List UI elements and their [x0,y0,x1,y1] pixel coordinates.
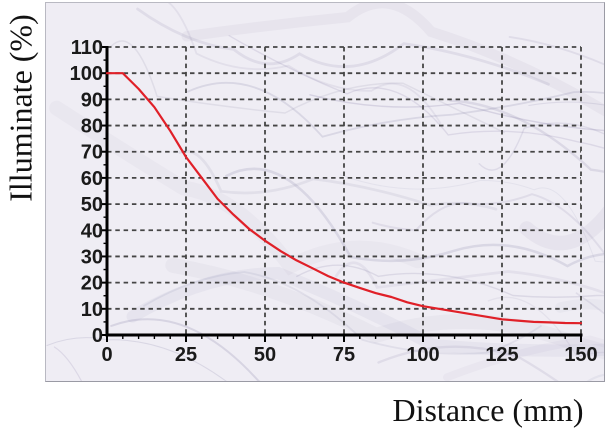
chart-panel: 0 10 20 30 40 50 60 70 80 90 100 110 0 25 50 75 100 125 15… [45,2,605,382]
x-tick-label: 25 [175,344,197,366]
marble-texture [46,3,604,381]
y-tick-label: 60 [81,168,103,190]
illuminate-curve [105,72,583,325]
x-tick-label: 0 [101,344,112,366]
x-axis-title: Distance (mm) [392,392,584,428]
y-tick-label: 20 [81,273,103,295]
x-tick-label: 150 [564,344,597,366]
x-tick-label: 75 [333,344,355,366]
y-tick-label: 110 [71,37,103,59]
x-tick-label: 100 [406,344,439,366]
y-tick-label: 30 [81,246,103,268]
y-tick-label: 80 [81,116,103,138]
y-tick-label: 40 [81,220,103,242]
y-tick-label: 70 [81,142,103,164]
y-tick-label: 10 [81,299,103,321]
y-tick-label: 0 [92,325,103,347]
y-axis-title: Illuminate (%) [2,14,39,202]
x-tick-label: 125 [485,344,518,366]
y-tick-label: 90 [81,89,103,111]
y-tick-label: 50 [81,194,103,216]
x-tick-label: 50 [254,344,276,366]
line-chart-canvas: 0 10 20 30 40 50 60 70 80 90 100 110 0 25 50 75 100 125 15… [70,37,598,366]
y-tick-label: 100 [70,63,103,85]
